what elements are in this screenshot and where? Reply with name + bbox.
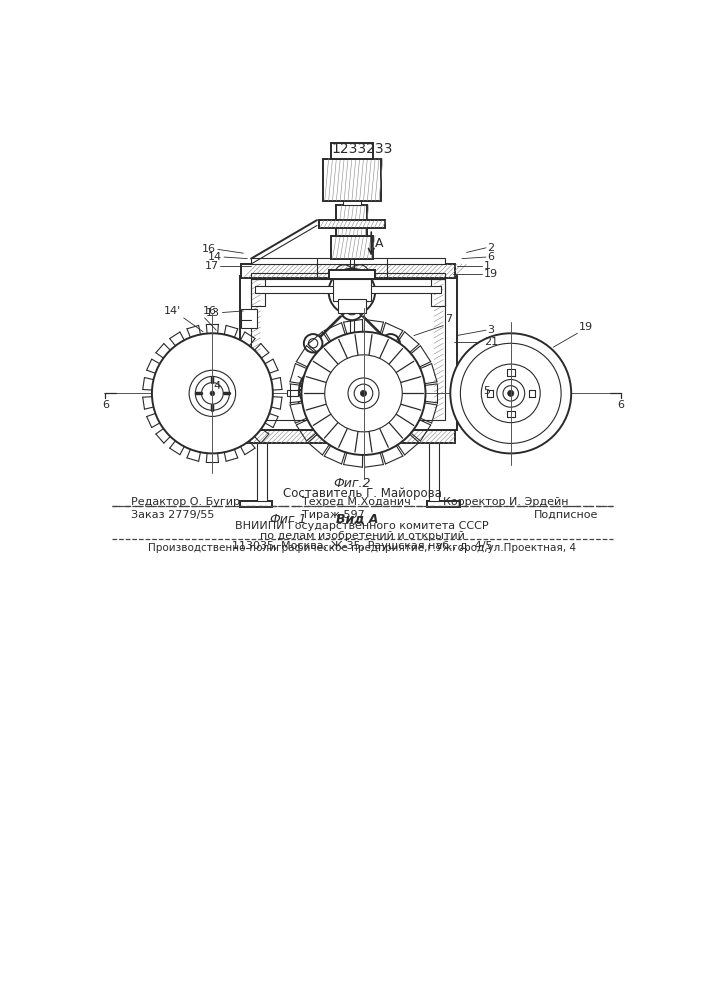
Text: А: А [375,237,384,250]
Circle shape [195,376,230,410]
Circle shape [299,368,343,411]
Bar [332,279,371,301]
Text: Подписное: Подписное [534,510,598,520]
Text: 21: 21 [484,337,498,347]
Text: 1233233: 1233233 [332,142,392,156]
Bar [429,443,438,501]
Text: 5: 5 [484,386,491,396]
Text: Вид А: Вид А [337,513,379,526]
Circle shape [354,384,373,403]
Bar [331,143,373,158]
Bar [240,501,272,507]
Circle shape [460,343,561,443]
Text: Корректор И. Эрдейн: Корректор И. Эрдейн [443,497,569,507]
Bar [240,276,457,430]
Bar [329,270,375,279]
Bar [287,390,298,396]
Text: Тираж 597: Тираж 597 [301,510,364,520]
Bar [241,430,455,443]
Bar [431,279,445,306]
Text: 14: 14 [209,252,223,262]
Circle shape [359,377,384,402]
Text: 2: 2 [488,243,495,253]
Bar [251,278,445,420]
Bar [343,189,361,205]
Bar [251,273,445,279]
Text: Техред М.Ходанич: Техред М.Ходанич [301,497,410,507]
Circle shape [503,386,518,401]
Circle shape [497,379,525,407]
Text: Производственно-полиграфическое предприятие,г.Ужгород,ул.Проектная, 4: Производственно-полиграфическое предприя… [148,543,576,553]
Text: по делам изобретений и открытий: по делам изобретений и открытий [259,531,464,541]
Text: Составитель Г. Майорова: Составитель Г. Майорова [283,487,441,500]
Circle shape [349,368,393,411]
Text: 4: 4 [213,381,220,391]
Text: 113035, Москва, Ж-35, Раушская наб., д. 4/5: 113035, Москва, Ж-35, Раушская наб., д. … [232,541,492,551]
Text: 13: 13 [206,308,220,318]
Text: Фиг.1: Фиг.1 [269,513,307,526]
Text: 6: 6 [488,252,494,262]
Bar [255,286,441,293]
Circle shape [301,332,426,455]
Circle shape [481,364,540,423]
Bar [251,258,445,264]
Bar [319,220,385,228]
Text: Заказ 2779/55: Заказ 2779/55 [131,510,214,520]
Text: Фиг.2: Фиг.2 [333,477,370,490]
Circle shape [210,391,215,396]
Text: 7: 7 [445,314,452,324]
Circle shape [152,333,273,453]
Circle shape [346,286,358,298]
Text: 16: 16 [203,306,217,316]
Text: 6: 6 [102,400,109,410]
Bar [338,402,366,417]
Circle shape [340,297,363,320]
Circle shape [348,378,379,409]
Circle shape [508,390,514,396]
Circle shape [308,377,333,402]
Bar [323,158,380,201]
Text: 1: 1 [484,261,491,271]
Bar [338,299,366,312]
Circle shape [325,355,402,432]
Text: 3: 3 [488,325,494,335]
Text: 6: 6 [617,400,624,410]
Bar [241,309,257,328]
Text: ВНИИПИ Государственного комитета СССР: ВНИИПИ Государственного комитета СССР [235,521,489,531]
Circle shape [381,334,400,353]
Bar [337,205,368,235]
Circle shape [189,370,235,416]
Bar [427,501,460,507]
Text: 19: 19 [484,269,498,279]
Text: 14': 14' [164,306,182,316]
Bar [251,279,265,306]
Circle shape [450,333,571,453]
Circle shape [304,334,322,353]
Text: Редактор О. Бугир: Редактор О. Бугир [131,497,240,507]
Circle shape [361,390,367,396]
Text: 16: 16 [202,244,216,254]
Bar [257,443,267,501]
Text: 19: 19 [579,322,593,332]
Text: 17: 17 [204,261,218,271]
Bar [241,264,455,278]
Circle shape [329,269,375,315]
Bar [331,235,373,259]
Circle shape [337,276,368,307]
